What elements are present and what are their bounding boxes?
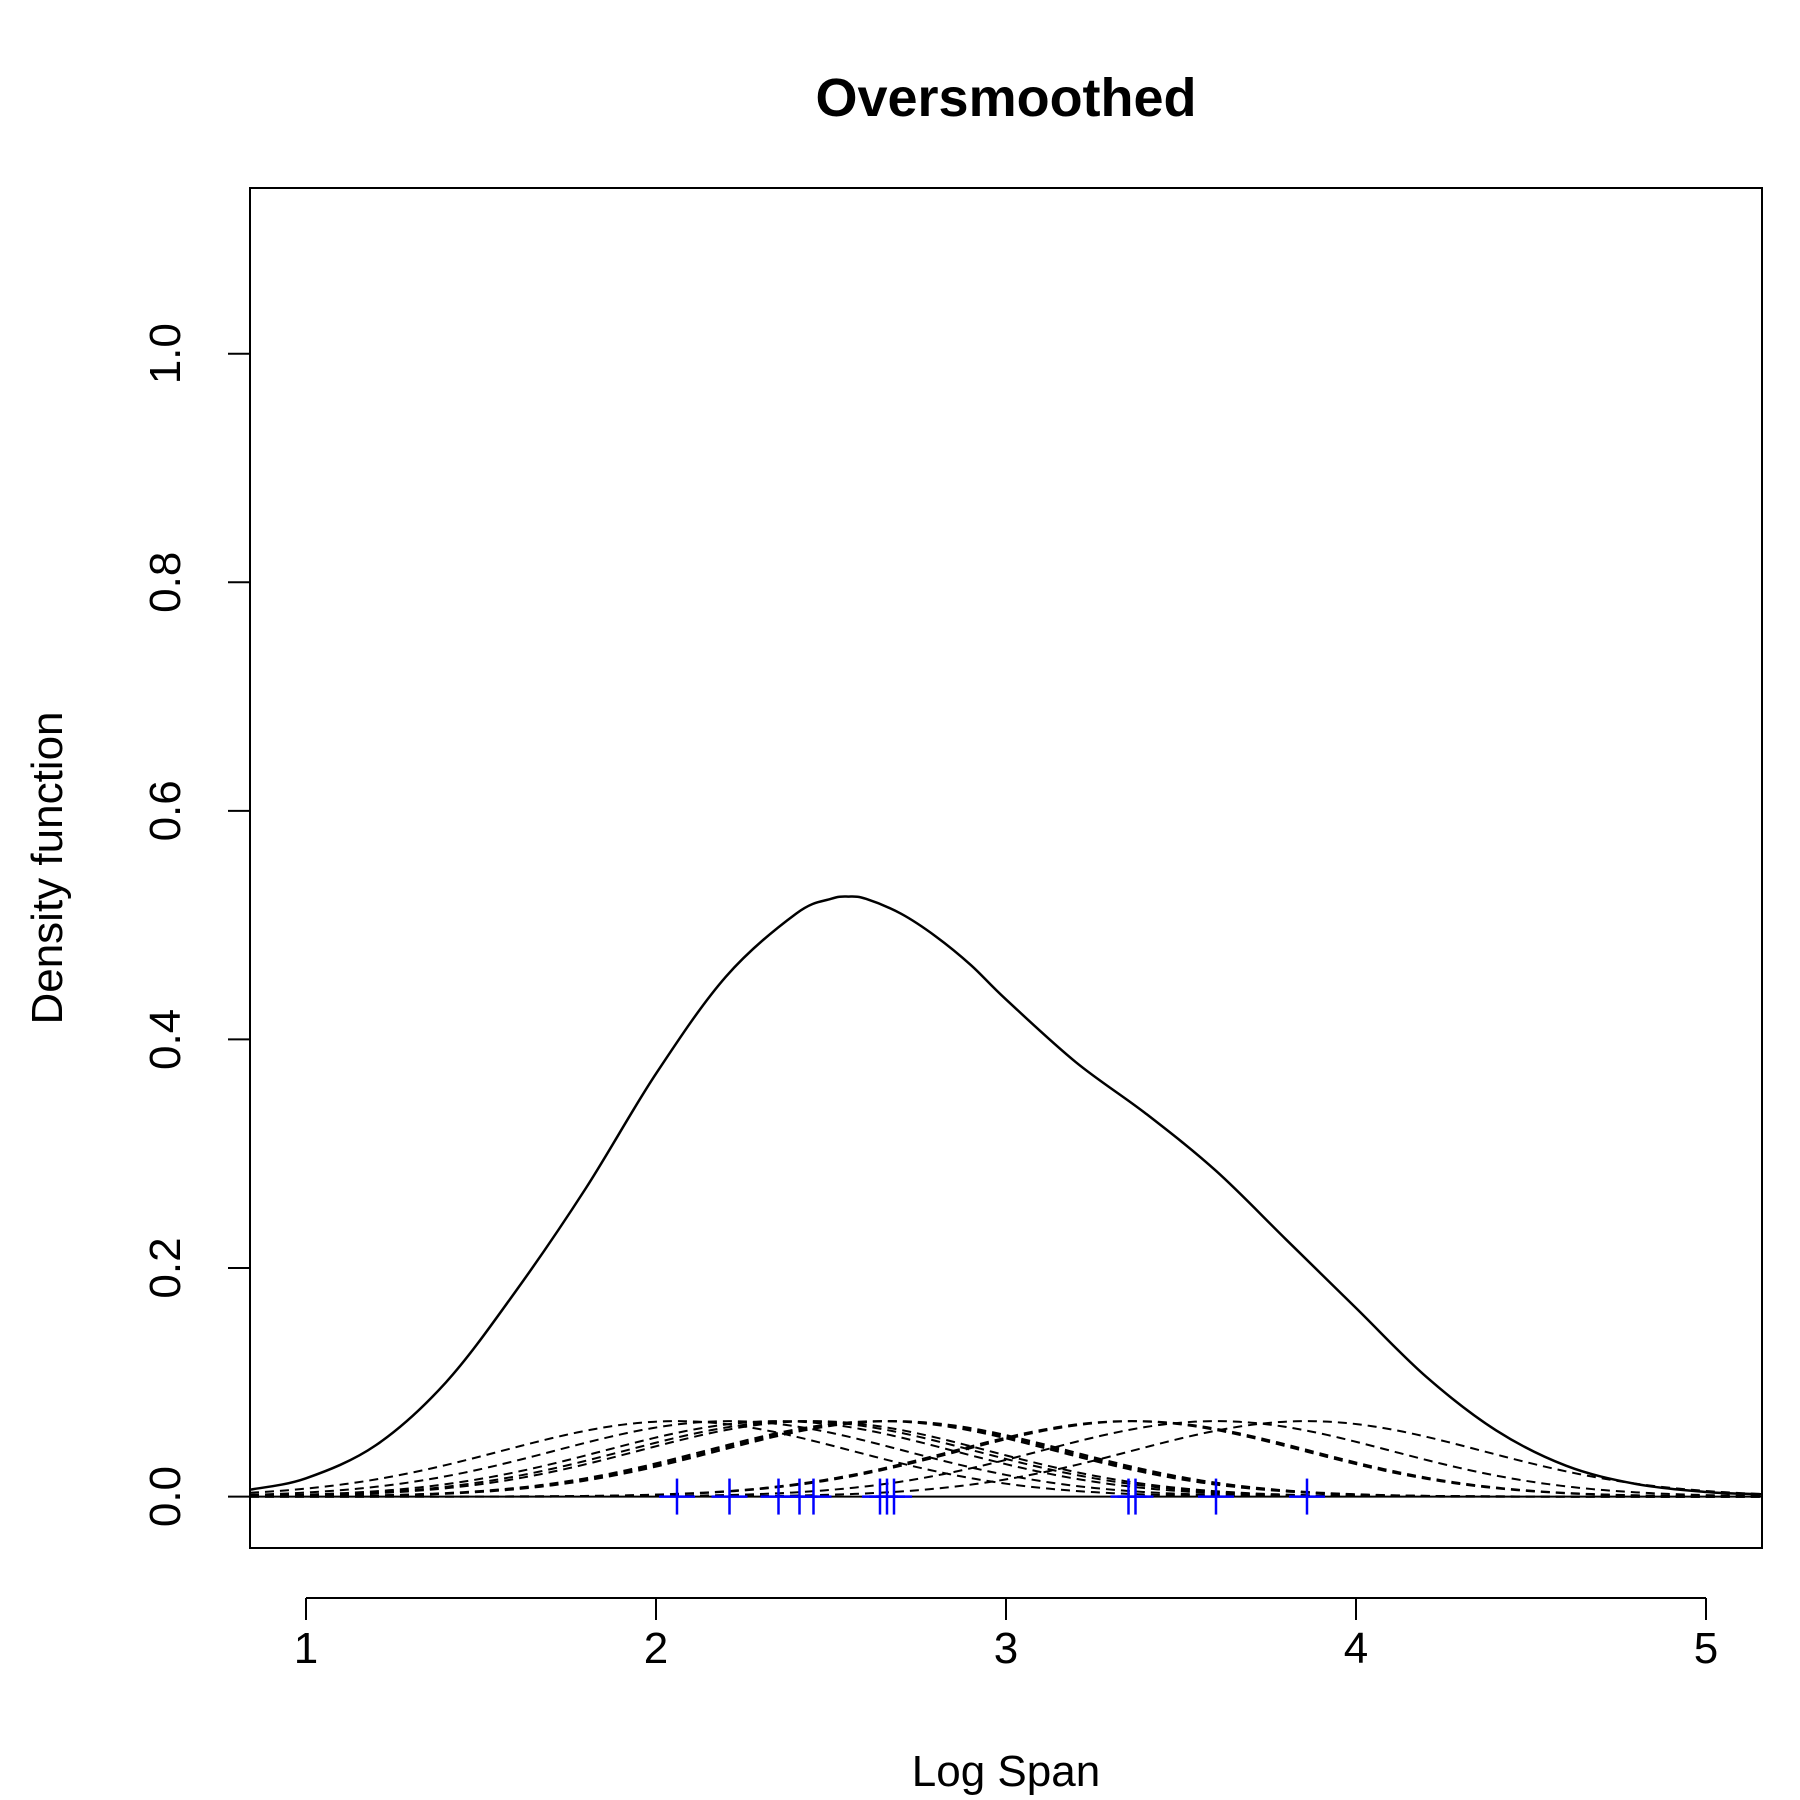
density-curve xyxy=(249,895,1763,1496)
kernel-curve xyxy=(249,1420,1762,1498)
y-axis-label: Density function xyxy=(23,711,72,1024)
x-axis-label: Log Span xyxy=(912,1747,1100,1796)
y-tick-label: 0.4 xyxy=(141,1009,190,1070)
kernel-curve xyxy=(249,1420,1762,1498)
y-axis: 0.0 0.2 0.4 0.6 0.8 1.0 xyxy=(141,323,251,1527)
observation-marker xyxy=(795,1478,832,1515)
kernel-curve xyxy=(249,1420,1762,1498)
plot-area xyxy=(249,895,1763,1515)
y-tick-label: 0.0 xyxy=(141,1466,190,1527)
observation-marker xyxy=(1117,1478,1154,1515)
observation-marker xyxy=(659,1478,695,1515)
x-tick-label: 3 xyxy=(994,1624,1018,1673)
x-tick-label: 1 xyxy=(294,1624,318,1673)
kernel-curve xyxy=(250,1420,1763,1498)
x-tick-label: 2 xyxy=(644,1624,668,1673)
y-tick-label: 0.8 xyxy=(141,552,190,613)
chart-title: Oversmoothed xyxy=(815,68,1196,128)
y-tick-label: 1.0 xyxy=(141,323,190,384)
y-tick-label: 0.2 xyxy=(141,1237,190,1298)
x-axis: 1 2 3 4 5 xyxy=(294,1597,1718,1673)
kernel-curve xyxy=(250,1420,1763,1498)
y-tick-label: 0.6 xyxy=(141,780,190,841)
x-tick-label: 4 xyxy=(1344,1624,1368,1673)
observation-marker xyxy=(1198,1478,1234,1515)
x-tick-label: 5 xyxy=(1694,1624,1718,1673)
kernel-curve xyxy=(249,1420,1762,1498)
observation-marker xyxy=(711,1478,748,1515)
observation-marker xyxy=(1289,1478,1325,1515)
observation-marker xyxy=(876,1478,912,1515)
kernel-curve xyxy=(249,1420,1762,1498)
